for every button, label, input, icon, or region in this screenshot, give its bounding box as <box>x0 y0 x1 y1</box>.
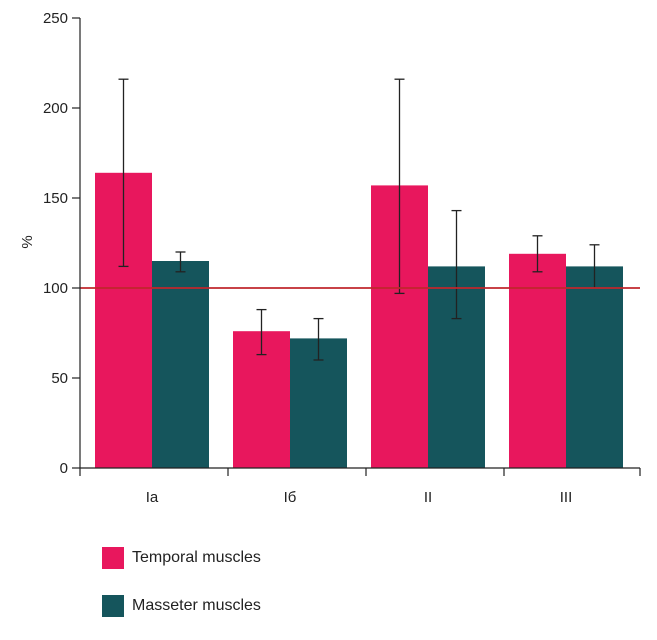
legend-item-temporal: Temporal muscles <box>102 544 261 572</box>
bar-temporal-3 <box>509 253 566 468</box>
bar-masseter-3 <box>566 266 623 468</box>
legend-item-masseter: Masseter muscles <box>102 592 261 620</box>
y-tick-label-0: 0 <box>60 460 68 477</box>
y-tick-label-4: 200 <box>43 100 68 117</box>
y-tick-label-1: 50 <box>51 370 68 387</box>
y-tick-label-5: 250 <box>43 10 68 27</box>
legend-swatch-temporal <box>102 547 124 569</box>
x-category-label-1: Iб <box>284 489 297 506</box>
legend-swatch-masseter <box>102 595 124 617</box>
legend: Temporal muscles Masseter muscles <box>102 544 261 640</box>
y-tick-label-2: 100 <box>43 280 68 297</box>
bars-group <box>95 172 623 469</box>
x-category-label-3: III <box>560 489 573 506</box>
bar-masseter-0 <box>152 261 209 468</box>
x-category-label-0: Ia <box>146 489 159 506</box>
x-category-label-2: II <box>424 489 432 506</box>
legend-label-temporal: Temporal muscles <box>132 549 261 566</box>
y-tick-label-3: 150 <box>43 190 68 207</box>
legend-label-masseter: Masseter muscles <box>132 597 261 614</box>
y-axis-label: % <box>19 235 36 248</box>
